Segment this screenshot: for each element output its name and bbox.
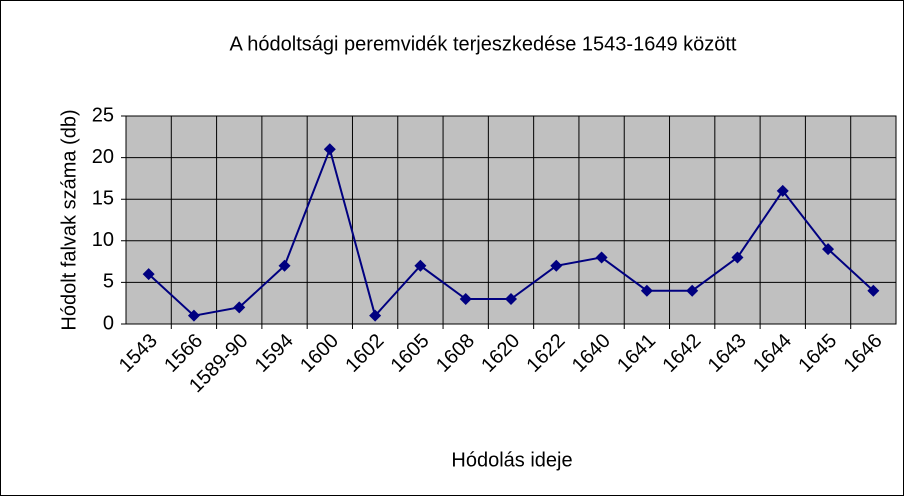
chart-title: A hódoltsági peremvidék terjeszkedése 15… xyxy=(230,33,737,55)
marker xyxy=(505,293,517,306)
y-tick-label: 25 xyxy=(92,104,114,126)
marker xyxy=(686,284,699,297)
marker xyxy=(459,293,472,306)
marker xyxy=(550,259,563,272)
y-tick-label: 5 xyxy=(103,271,114,293)
y-axis-label: Hódolt falvak száma (db) xyxy=(58,109,80,330)
marker xyxy=(323,143,336,156)
y-tick-label: 20 xyxy=(92,146,114,168)
y-tick-label: 0 xyxy=(103,312,114,334)
marker xyxy=(867,284,880,297)
marker xyxy=(776,184,789,197)
marker xyxy=(369,309,382,322)
marker xyxy=(187,309,200,322)
y-tick-label: 15 xyxy=(92,187,114,209)
marker xyxy=(640,284,653,297)
marker xyxy=(822,243,835,256)
marker xyxy=(278,259,291,272)
marker xyxy=(595,251,608,264)
marker xyxy=(142,268,155,281)
y-tick-label: 10 xyxy=(92,229,114,251)
plot-area xyxy=(125,115,897,325)
x-axis-label: Hódolás ideje xyxy=(451,449,572,471)
marker xyxy=(731,251,744,264)
marker xyxy=(233,301,246,314)
marker xyxy=(414,259,427,272)
